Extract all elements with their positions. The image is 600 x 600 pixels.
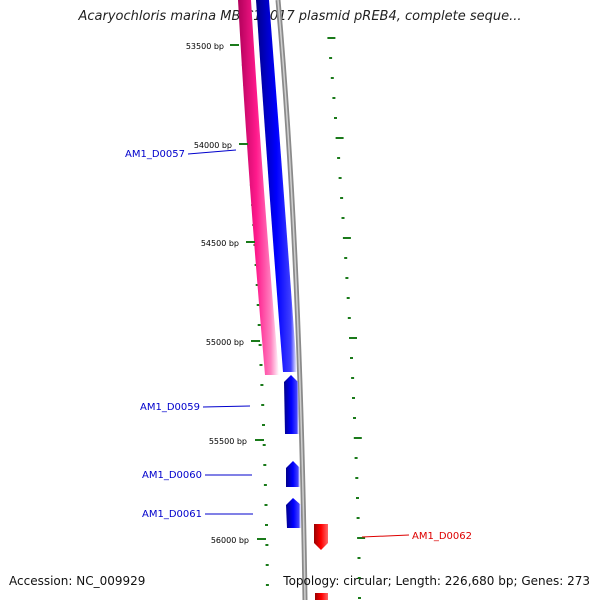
accession-text: Accession: NC_009929 (9, 574, 146, 588)
scale-label-54500: 54500 bp (201, 239, 255, 248)
gene-arrow-partial (315, 593, 328, 600)
backbone-highlight (277, 0, 306, 600)
gene-label-am1-d0059[interactable]: AM1_D0059 (140, 402, 251, 413)
svg-text:55000 bp: 55000 bp (206, 338, 244, 347)
scale-label-54000: 54000 bp (194, 141, 248, 150)
gene-label-am1-d0061[interactable]: AM1_D0061 (142, 509, 253, 520)
svg-text:56000 bp: 56000 bp (211, 536, 249, 545)
gene-arrow-am1-d0062 (314, 524, 328, 550)
scale-label-56000: 56000 bp (211, 536, 266, 545)
map-title: Acaryochloris marina MBIC11017 plasmid p… (78, 9, 522, 24)
gene-arrow-am1-d0060 (286, 461, 300, 487)
scale-label-53500: 53500 bp (186, 42, 239, 51)
svg-text:AM1_D0060: AM1_D0060 (142, 470, 202, 481)
gene-label-am1-d0060[interactable]: AM1_D0060 (142, 470, 252, 481)
svg-text:55500 bp: 55500 bp (209, 437, 247, 446)
svg-text:AM1_D0061: AM1_D0061 (142, 509, 202, 520)
svg-text:54500 bp: 54500 bp (201, 239, 239, 248)
topology-info: Topology: circular; Length: 226,680 bp; … (283, 574, 590, 588)
blue-track (256, 0, 297, 372)
gene-arrow-am1-d0061 (286, 498, 301, 528)
scale-label-55000: 55000 bp (206, 338, 260, 347)
outer-tick-ring (327, 37, 366, 599)
svg-text:AM1_D0059: AM1_D0059 (140, 402, 200, 413)
svg-text:AM1_D0057: AM1_D0057 (125, 149, 185, 160)
svg-text:53500 bp: 53500 bp (186, 42, 224, 51)
magenta-track (238, 0, 279, 375)
svg-text:54000 bp: 54000 bp (194, 141, 232, 150)
gene-label-am1-d0057[interactable]: AM1_D0057 (125, 149, 237, 160)
gene-arrow-am1-d0059 (284, 375, 299, 434)
gene-label-am1-d0062[interactable]: AM1_D0062 (361, 531, 472, 542)
svg-text:AM1_D0062: AM1_D0062 (412, 531, 472, 542)
scale-label-55500: 55500 bp (209, 437, 264, 446)
